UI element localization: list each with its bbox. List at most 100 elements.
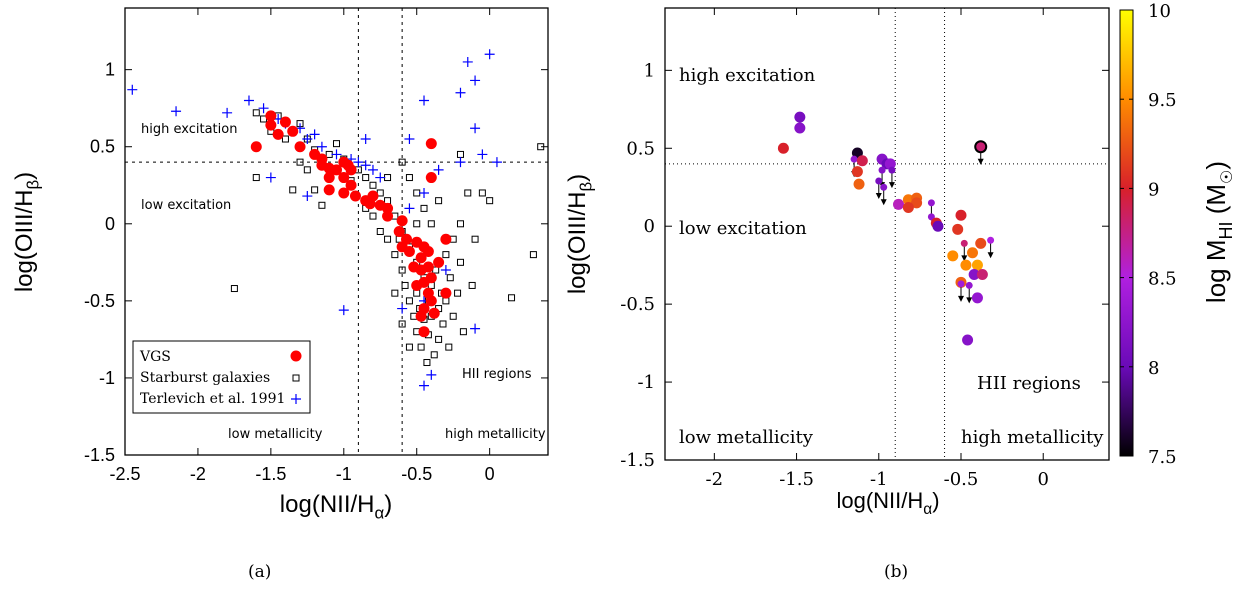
terlevich-point [367,164,378,175]
plot-area [777,111,995,346]
legend-label-starburst: Starburst galaxies [140,370,270,386]
terlevich-point [470,75,481,86]
caption-b: (b) [884,562,909,582]
galaxy-point [856,155,868,167]
starburst-point [435,335,443,343]
terlevich-point [302,134,313,145]
starburst-point [401,281,409,289]
x-tick-label: 0 [1037,469,1048,490]
vgs-point [338,187,350,199]
galaxy-point [952,223,964,235]
galaxy-point [957,280,965,288]
y-tick-label: -0.5 [620,294,655,315]
terlevich-point [309,129,320,140]
vgs-point [382,210,394,222]
starburst-point [384,235,392,243]
galaxy-point [927,199,935,207]
starburst-point [369,181,377,189]
upper-limit-arrowhead [987,252,994,259]
galaxy-point [932,220,944,232]
vgs-point [323,184,335,196]
vgs-point [425,295,437,307]
terlevich-point [426,369,437,380]
starburst-point [420,204,428,212]
upper-limit-arrowhead [961,255,968,262]
galaxy-point [971,259,983,271]
galaxy-point [987,236,995,244]
x-axis-label: log(NII/Hα) [280,491,392,523]
vgs-point [265,110,277,122]
y-tick-label: 0 [644,216,655,237]
starburst-point [508,294,516,302]
colorbar-tick-label: 7.5 [1148,447,1177,468]
vgs-point [272,128,284,140]
y-tick-label: 0 [105,214,115,234]
starburst-point [325,150,333,158]
starburst-point [446,274,454,282]
vgs-point [331,164,342,176]
starburst-point [449,312,457,320]
terlevich-point [265,172,276,183]
vgs-point [265,119,277,131]
legend-marker-starburst [292,374,300,382]
annotation-high-metallicity: high metallicity [961,427,1104,448]
upper-limit-arrowhead [958,295,964,302]
x-tick-label: -2.5 [109,464,140,484]
colorbar-tick-label: 10 [1148,1,1171,22]
galaxy-point [851,166,863,178]
terlevich-point [491,157,502,168]
starburst-point [442,297,450,305]
starburst-point [230,285,238,293]
terlevich-point [302,191,313,202]
starburst-point [398,320,406,328]
starburst-point [333,140,340,148]
terlevich-point [258,103,269,114]
terlevich-point [419,95,430,106]
galaxy-point [777,142,789,154]
terlevich-point [419,380,430,391]
chart-panel-a: -2.5 -2 -1.5 -1 -0.5 0 -1.5 -1 -0.5 0 0.5 1 high exc… [11,7,549,523]
starburst-point [442,251,450,259]
galaxy-point [893,198,905,210]
galaxy-point [974,140,988,154]
galaxy-point [967,247,979,259]
galaxy-point [850,155,858,163]
terlevich-point [360,160,371,171]
upper-limit-arrowhead [875,193,882,200]
vgs-point [425,172,437,184]
annotation-hii-regions: HII regions [977,373,1081,394]
vgs-point [323,172,335,184]
starburst-point [417,343,425,351]
galaxy-point [794,111,806,123]
starburst-point [439,320,447,328]
galaxy-point [875,177,883,185]
terlevich-point [440,265,451,276]
terlevich-point [477,149,488,160]
x-tick-label: -0.5 [401,464,432,484]
starburst-point [456,150,464,158]
terlevich-point [455,87,466,98]
plot-area [127,49,545,391]
x-axis-label: log(NII/Hα) [836,488,939,518]
galaxy-point [955,209,967,221]
annotation-low-metallicity: low metallicity [679,427,814,448]
terlevich-point [127,84,138,95]
x-tick-label: -1 [870,469,888,490]
legend-marker-terlevich [291,394,301,404]
galaxy-point [902,202,914,214]
annotation-high-metallicity: high metallicity [445,427,546,442]
starburst-point [435,197,443,205]
terlevich-point [360,134,371,145]
starburst-point [376,228,384,235]
colorbar-label: log MHI (M☉) [1201,161,1236,303]
vgs-point [422,261,434,273]
terlevich-point [404,203,415,214]
vgs-point [279,116,291,128]
terlevich-point [470,323,481,334]
galaxy-point [971,292,983,304]
vgs-point [418,326,430,338]
x-tick-label: -1 [336,464,352,484]
starburst-point [430,351,438,359]
vgs-point [393,226,405,237]
galaxy-point [911,197,923,209]
